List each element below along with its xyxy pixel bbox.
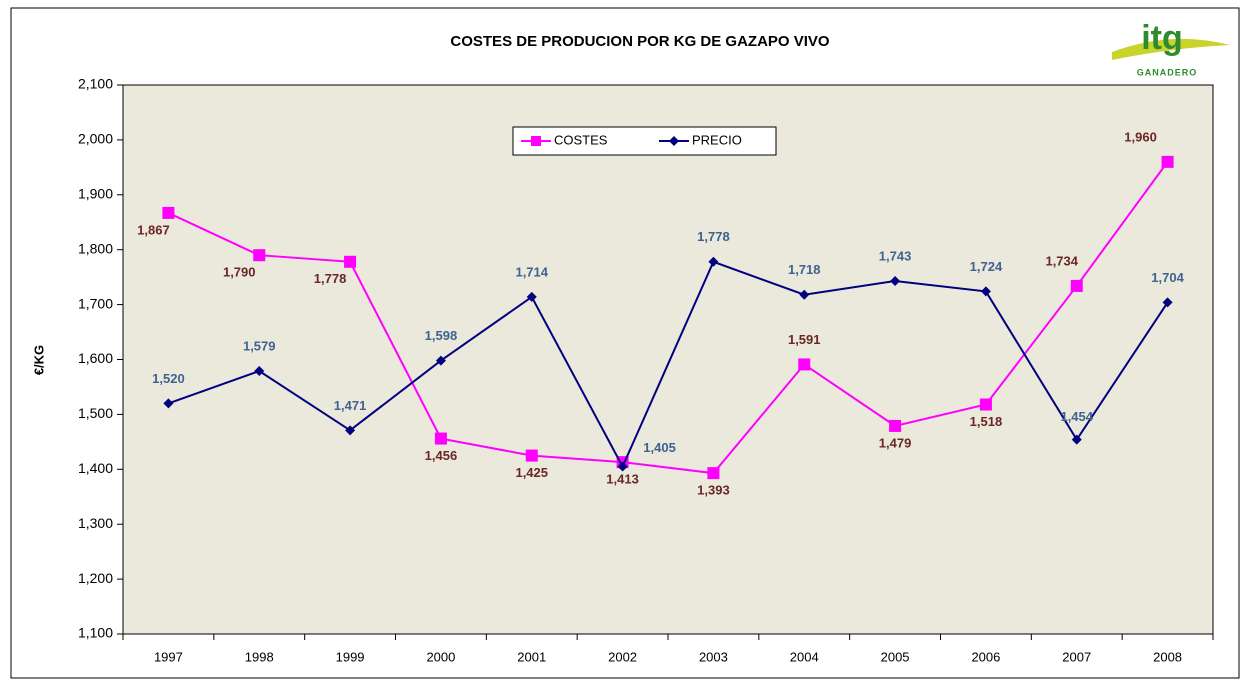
y-tick-label: 1,800 xyxy=(78,240,113,256)
data-label: 1,960 xyxy=(1124,129,1157,144)
marker xyxy=(162,206,175,219)
x-tick-label: 2002 xyxy=(608,649,637,664)
marker xyxy=(1070,279,1083,292)
marker xyxy=(345,425,356,436)
logo: itg GANADERO xyxy=(1112,19,1230,77)
marker xyxy=(708,256,719,267)
data-label: 1,704 xyxy=(1151,270,1184,285)
data-label: 1,714 xyxy=(515,264,548,279)
data-label: 1,520 xyxy=(152,371,185,386)
data-label: 1,471 xyxy=(334,398,367,413)
chart-title: COSTES DE PRODUCION POR KG DE GAZAPO VIV… xyxy=(450,33,830,50)
marker xyxy=(707,467,720,480)
legend-box xyxy=(512,126,777,156)
marker xyxy=(617,461,628,472)
logo-text: itg xyxy=(1141,19,1183,57)
data-label: 1,778 xyxy=(314,271,347,286)
x-tick-label: 2001 xyxy=(517,649,546,664)
y-tick-label: 1,300 xyxy=(78,515,113,531)
legend-marker xyxy=(669,136,679,146)
marker xyxy=(798,358,811,371)
y-tick-label: 2,000 xyxy=(78,131,113,147)
marker xyxy=(979,398,992,411)
plot-area xyxy=(122,84,1214,635)
marker xyxy=(163,398,174,409)
data-label: 1,743 xyxy=(879,248,912,263)
series-line xyxy=(167,161,1169,475)
data-label: 1,518 xyxy=(970,414,1003,429)
x-tick-label: 2007 xyxy=(1062,649,1091,664)
x-tick-label: 1997 xyxy=(154,649,183,664)
marker xyxy=(344,255,357,268)
marker xyxy=(980,286,991,297)
data-label: 1,579 xyxy=(243,338,276,353)
data-label: 1,456 xyxy=(425,448,458,463)
marker xyxy=(1162,297,1173,308)
x-tick-label: 1998 xyxy=(245,649,274,664)
marker xyxy=(434,432,447,445)
marker xyxy=(435,355,446,366)
x-tick-label: 2005 xyxy=(881,649,910,664)
data-label: 1,413 xyxy=(606,472,639,487)
data-label: 1,718 xyxy=(788,262,821,277)
data-label: 1,425 xyxy=(515,465,548,480)
y-tick-label: 1,100 xyxy=(78,625,113,641)
data-label: 1,790 xyxy=(223,265,256,280)
marker xyxy=(525,449,538,462)
x-tick-label: 2003 xyxy=(699,649,728,664)
marker xyxy=(890,275,901,286)
data-label: 1,724 xyxy=(970,259,1003,274)
marker xyxy=(1071,434,1082,445)
data-label: 1,778 xyxy=(697,229,730,244)
marker xyxy=(526,291,537,302)
x-tick-label: 2008 xyxy=(1153,649,1182,664)
marker xyxy=(253,249,266,262)
marker xyxy=(889,419,902,432)
data-label: 1,454 xyxy=(1060,409,1093,424)
y-tick-label: 1,200 xyxy=(78,570,113,586)
marker xyxy=(254,366,265,377)
marker xyxy=(1161,155,1174,168)
data-label: 1,734 xyxy=(1045,253,1078,268)
y-tick-label: 1,400 xyxy=(78,460,113,476)
y-tick-label: 1,900 xyxy=(78,186,113,202)
y-tick-label: 2,100 xyxy=(78,76,113,92)
y-tick-label: 1,600 xyxy=(78,350,113,366)
x-tick-label: 1999 xyxy=(336,649,365,664)
data-label: 1,867 xyxy=(137,222,170,237)
data-label: 1,598 xyxy=(425,328,458,343)
x-tick-label: 2004 xyxy=(790,649,819,664)
y-tick-label: 1,700 xyxy=(78,295,113,311)
legend-label: COSTES xyxy=(554,132,608,147)
data-label: 1,393 xyxy=(697,483,730,498)
y-axis-label: €/KG xyxy=(31,345,46,375)
marker xyxy=(799,289,810,300)
series-line xyxy=(168,260,1169,469)
data-label: 1,591 xyxy=(788,332,821,347)
legend-label: PRECIO xyxy=(692,132,742,147)
data-label: 1,405 xyxy=(643,440,676,455)
legend-marker xyxy=(531,136,541,146)
x-tick-label: 2000 xyxy=(426,649,455,664)
data-label: 1,479 xyxy=(879,435,912,450)
logo-subtitle: GANADERO xyxy=(1137,67,1198,77)
x-tick-label: 2006 xyxy=(971,649,1000,664)
y-tick-label: 1,500 xyxy=(78,405,113,421)
logo-swoosh xyxy=(1112,38,1230,60)
